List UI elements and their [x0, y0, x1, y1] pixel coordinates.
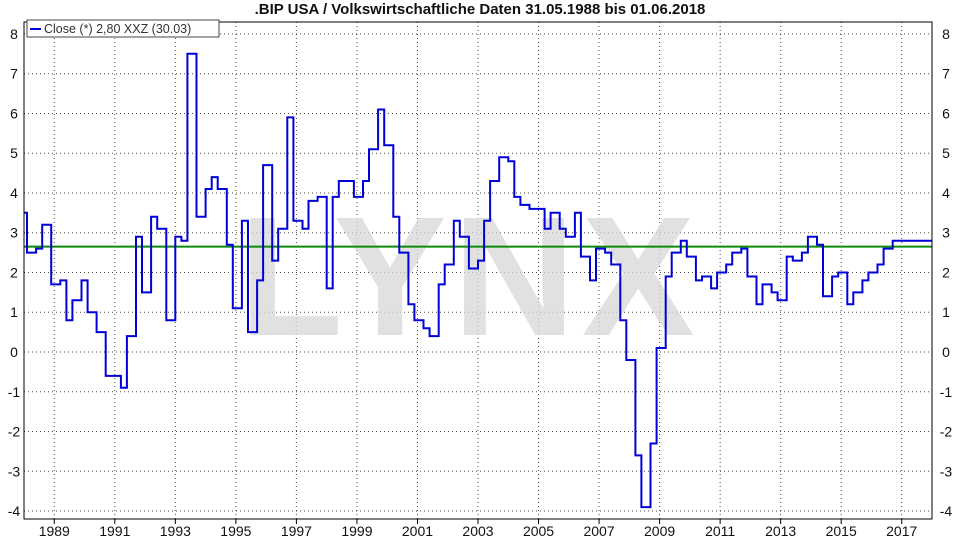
y-tick-label-left: -2	[8, 424, 21, 440]
y-tick-label-left: -4	[8, 503, 21, 519]
y-tick-label-left: 7	[10, 66, 18, 82]
y-tick-label-left: 8	[10, 26, 18, 42]
x-tick-label: 1995	[220, 523, 251, 539]
chart-title: .BIP USA / Volkswirtschaftliche Daten 31…	[255, 1, 706, 18]
lynx-watermark: LYNX	[239, 182, 701, 372]
x-tick-label: 2005	[523, 523, 554, 539]
y-tick-label-right: -4	[940, 503, 953, 519]
y-tick-label-right: 4	[942, 185, 950, 201]
x-tick-label: 2013	[765, 523, 796, 539]
legend-label: Close (*) 2,80 XXZ (30.03)	[44, 22, 191, 36]
series-layer	[24, 52, 932, 509]
y-tick-label-left: 6	[10, 105, 18, 121]
y-tick-label-left: -1	[8, 384, 21, 400]
y-axis-left: 8 7 6 5 4 3 2 1 0 -1 -2 -3 -4	[8, 26, 21, 519]
y-tick-label-left: 4	[10, 185, 18, 201]
y-axis-right: 8 7 6 5 4 3 2 1 0 -1 -2 -3 -4	[940, 26, 953, 519]
y-tick-label-left: 3	[10, 225, 18, 241]
y-tick-label-right: -2	[940, 424, 953, 440]
y-tick-label-right: -1	[940, 384, 953, 400]
x-tick-label: 2011	[705, 523, 735, 539]
y-tick-label-right: 1	[942, 304, 950, 320]
y-tick-label-left: 2	[10, 264, 18, 280]
y-tick-label-right: 2	[942, 264, 950, 280]
y-tick-label-right: 0	[942, 344, 950, 360]
x-tick-label: 1991	[99, 523, 130, 539]
x-tick-label: 2017	[886, 523, 917, 539]
x-tick-label: 1997	[281, 523, 312, 539]
y-tick-label-right: 6	[942, 105, 950, 121]
y-tick-label-left: 0	[10, 344, 18, 360]
x-tick-label: 2009	[644, 523, 675, 539]
series-line-0	[24, 52, 932, 509]
x-axis: 1989 1991 1993 1995 1997 1999 2001 2003 2005 2007…	[39, 519, 918, 539]
x-tick-label: 1999	[341, 523, 372, 539]
x-tick-label: 2007	[583, 523, 614, 539]
x-tick-label: 2015	[826, 523, 857, 539]
y-tick-label-right: 5	[942, 145, 950, 161]
y-tick-label-left: 1	[10, 304, 18, 320]
y-tick-label-right: -3	[940, 463, 953, 479]
x-tick-label: 1993	[160, 523, 191, 539]
y-tick-label-right: 8	[942, 26, 950, 42]
x-tick-label: 2003	[462, 523, 493, 539]
x-tick-label: 1989	[39, 523, 70, 539]
y-tick-label-left: 5	[10, 145, 18, 161]
y-tick-label-left: -3	[8, 463, 21, 479]
y-tick-label-right: 3	[942, 225, 950, 241]
y-tick-label-right: 7	[942, 66, 950, 82]
legend: Close (*) 2,80 XXZ (30.03)	[26, 19, 220, 38]
x-tick-label: 2001	[402, 523, 433, 539]
legend-box	[26, 19, 220, 38]
